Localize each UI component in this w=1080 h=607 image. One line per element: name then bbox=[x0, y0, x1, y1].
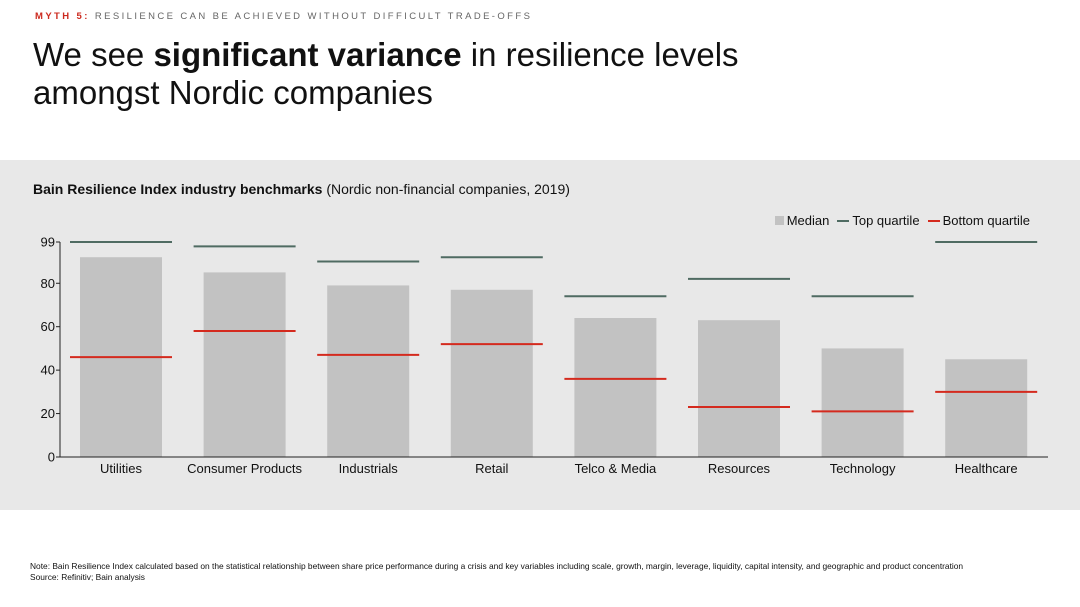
legend-median-label: Median bbox=[786, 213, 830, 228]
median-bar bbox=[203, 272, 286, 457]
x-category-label: Industrials bbox=[339, 461, 399, 476]
median-bar bbox=[945, 359, 1028, 457]
x-category-label: Healthcare bbox=[955, 461, 1018, 476]
median-bar bbox=[821, 348, 904, 457]
footer-source: Source: Refinitiv; Bain analysis bbox=[30, 571, 145, 582]
median-bar bbox=[327, 285, 410, 457]
myth-kicker: MYTH 5: RESILIENCE CAN BE ACHIEVED WITHO… bbox=[35, 11, 532, 22]
footer-note: Note: Bain Resilience Index calculated b… bbox=[30, 561, 964, 571]
y-tick-label: 99 bbox=[41, 235, 55, 250]
legend-bottom-quartile: Bottom quartile bbox=[927, 213, 1030, 228]
y-tick-label: 40 bbox=[41, 363, 55, 378]
x-category-label: Utilities bbox=[100, 461, 142, 476]
myth-text: RESILIENCE CAN BE ACHIEVED WITHOUT DIFFI… bbox=[94, 11, 533, 22]
legend-top-label: Top quartile bbox=[852, 213, 920, 228]
x-category-label: Technology bbox=[830, 461, 896, 476]
median-bar bbox=[574, 318, 657, 457]
myth-label: MYTH 5: bbox=[35, 11, 90, 22]
y-tick-label: 0 bbox=[48, 450, 55, 465]
chart-title-normal: (Nordic non-financial companies, 2019) bbox=[322, 181, 570, 197]
x-category-label: Retail bbox=[475, 461, 508, 476]
chart-legend: Median Top quartile Bottom quartile bbox=[774, 213, 1030, 228]
headline-pre: We see bbox=[33, 36, 154, 73]
y-tick-label: 60 bbox=[41, 319, 55, 334]
headline-post: in resilience levels amongst Nordic comp… bbox=[33, 36, 739, 111]
legend-top-swatch bbox=[837, 219, 850, 222]
median-bar bbox=[698, 320, 780, 457]
x-category-label: Telco & Media bbox=[575, 461, 657, 476]
legend-bottom-label: Bottom quartile bbox=[942, 213, 1030, 228]
y-tick-label: 20 bbox=[41, 406, 55, 421]
headline-bold: significant variance bbox=[153, 36, 462, 73]
legend-median: Median bbox=[774, 213, 830, 228]
page-headline: We see significant variance in resilienc… bbox=[33, 36, 793, 112]
y-tick-label: 80 bbox=[41, 276, 55, 291]
x-category-label: Resources bbox=[708, 461, 771, 476]
footer: Note: Bain Resilience Index calculated b… bbox=[30, 561, 1060, 582]
chart-title-bold: Bain Resilience Index industry benchmark… bbox=[33, 181, 323, 197]
median-bar bbox=[450, 289, 533, 457]
legend-top-quartile: Top quartile bbox=[837, 213, 920, 228]
x-category-label: Consumer Products bbox=[187, 461, 302, 476]
legend-bottom-swatch bbox=[927, 219, 940, 222]
chart-title: Bain Resilience Index industry benchmark… bbox=[33, 181, 570, 197]
legend-median-swatch bbox=[774, 216, 784, 225]
